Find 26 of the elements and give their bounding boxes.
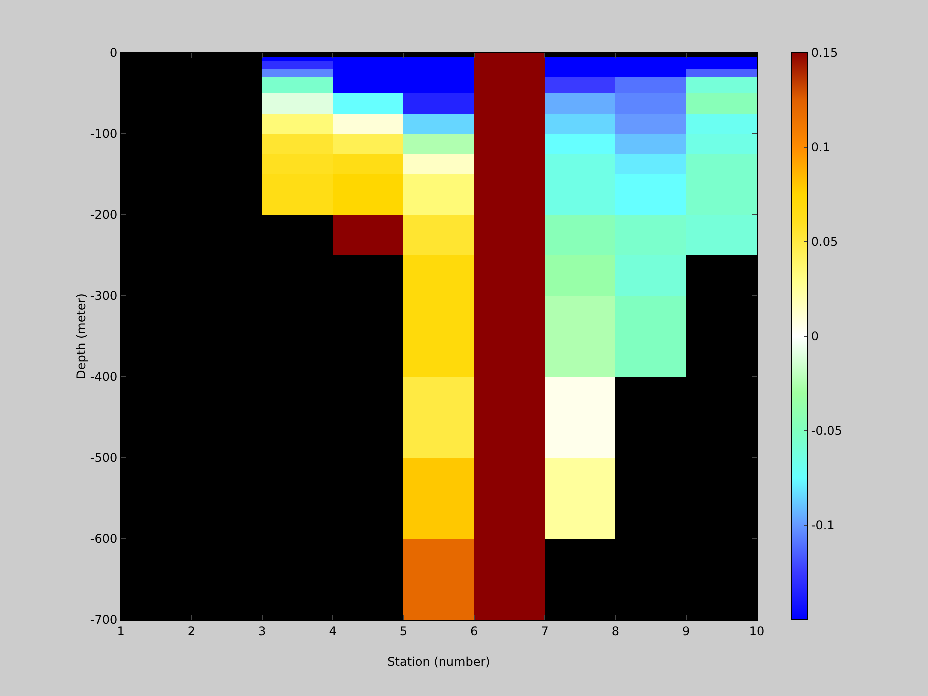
color-bar-label: 0.05 (811, 235, 838, 250)
color-bar-label: 0.15 (811, 46, 838, 60)
x-tick-label: 8 (612, 624, 620, 638)
color-bar-label: -0.1 (811, 518, 835, 533)
x-tick-label: 6 (470, 624, 478, 638)
x-tick-label: 9 (682, 624, 690, 638)
y-axis-title: Depth (meter) (74, 294, 88, 380)
y-tick-label: 0 (110, 46, 118, 60)
y-tick-label: -300 (90, 289, 118, 304)
x-tick-label: 7 (541, 624, 549, 638)
x-tick-label: 4 (329, 624, 337, 638)
color-bar-label: 0 (811, 330, 820, 344)
x-tick-label: 10 (749, 624, 765, 638)
color-bar-label: 0.1 (811, 140, 830, 155)
y-tick-label: -600 (90, 532, 118, 546)
y-tick-label: -700 (90, 613, 118, 628)
y-tick-label: -400 (90, 370, 118, 384)
x-tick-label: 1 (117, 624, 125, 638)
y-tick-label: -100 (90, 127, 118, 142)
y-tick-label: -500 (90, 451, 118, 466)
color-bar-label: -0.05 (811, 424, 842, 438)
x-axis-title: Station (number) (388, 655, 490, 669)
x-tick-label: 3 (258, 624, 266, 638)
x-tick-label: 5 (400, 624, 408, 638)
x-tick-label: 2 (188, 624, 196, 638)
y-tick-label: -200 (90, 208, 118, 222)
